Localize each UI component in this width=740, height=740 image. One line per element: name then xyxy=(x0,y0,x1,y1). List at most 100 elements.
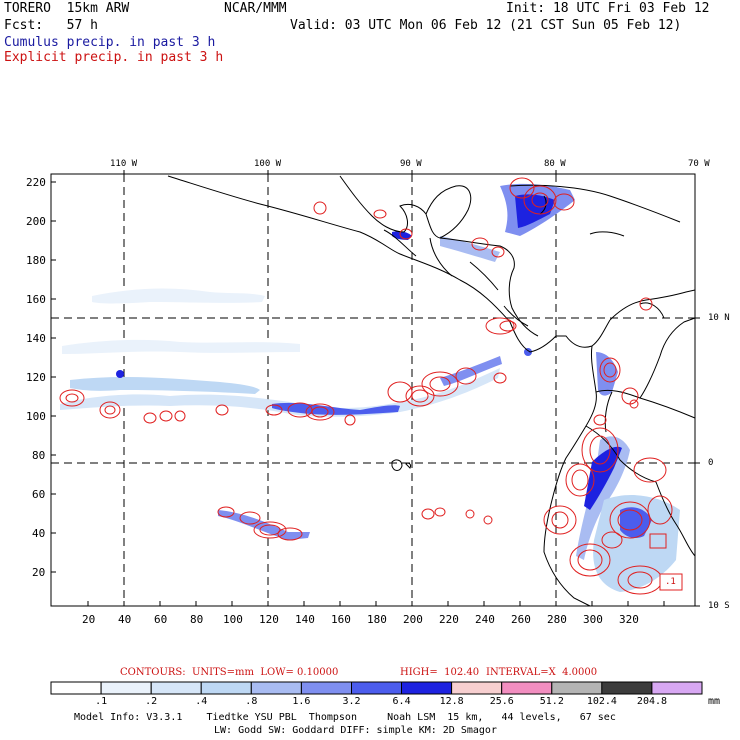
yucatan xyxy=(425,185,472,239)
colorbar-label: 3.2 xyxy=(342,696,361,707)
x-tick-260: 260 xyxy=(511,613,531,626)
lon-label-110w: 110 W xyxy=(110,159,138,169)
colorbar-units: mm xyxy=(708,696,721,707)
venezuela-coast xyxy=(609,289,696,321)
border-guatemala-honduras xyxy=(429,237,453,277)
x-tick-220: 220 xyxy=(439,613,459,626)
andes-core xyxy=(584,446,622,510)
cuba xyxy=(509,184,681,223)
gulf-cell xyxy=(392,231,412,240)
itcz-core xyxy=(272,402,400,415)
y-tick-100: 100 xyxy=(26,410,46,423)
colorbar-swatch xyxy=(401,681,453,695)
band-160 xyxy=(92,288,265,304)
legend-cumulus: Cumulus precip. in past 3 h xyxy=(4,35,216,50)
amazon-precip xyxy=(593,495,680,592)
x-tick-200: 200 xyxy=(403,613,423,626)
border-colombia-venezuela xyxy=(639,317,696,399)
y-tick-20: 20 xyxy=(32,566,46,579)
x-tick-60: 60 xyxy=(154,613,168,626)
colorbar-label: 25.6 xyxy=(489,696,514,707)
x-tick-140: 140 xyxy=(295,613,315,626)
colorbar-swatch xyxy=(351,681,403,695)
cuba-south xyxy=(539,195,547,215)
pacific-coast-central-america xyxy=(167,175,611,353)
colorbar-label: 12.8 xyxy=(439,696,464,707)
y-tick-120: 120 xyxy=(26,371,46,384)
colorbar-swatch xyxy=(300,681,352,695)
x-tick-180: 180 xyxy=(367,613,387,626)
colorbar-label: .4 xyxy=(195,696,208,707)
andes-band xyxy=(576,436,630,560)
map-frame xyxy=(50,173,696,607)
colorbar-label: 1.6 xyxy=(292,696,311,707)
contour-units: CONTOURS: UNITS=mm LOW= 0.10000 xyxy=(120,667,339,678)
physics-info: LW: Godd SW: Goddard DIFF: simple KM: 2D… xyxy=(214,725,497,736)
y-tick-220: 220 xyxy=(26,176,46,189)
y-tick-60: 60 xyxy=(32,488,46,501)
model-title: TORERO 15km ARW xyxy=(4,1,130,16)
colorbar-swatch xyxy=(150,681,202,695)
galapagos-santa-cruz xyxy=(405,462,411,469)
gulf-coast xyxy=(339,175,539,337)
colorbar-label: 51.2 xyxy=(539,696,564,707)
colorbar-swatch xyxy=(200,681,252,695)
colorbar-swatch xyxy=(601,681,653,695)
colorbar-label: .8 xyxy=(245,696,258,707)
y-tick-40: 40 xyxy=(32,527,46,540)
colorbar-label: .1 xyxy=(95,696,108,707)
colorbar-swatch xyxy=(501,681,553,695)
colorbar-label: 6.4 xyxy=(392,696,411,707)
y-tick-160: 160 xyxy=(26,293,46,306)
x-tick-320: 320 xyxy=(619,613,639,626)
honduras-precip xyxy=(440,236,500,262)
x-tick-120: 120 xyxy=(259,613,279,626)
lon-tick-marks xyxy=(123,170,700,607)
x-tick-240: 240 xyxy=(475,613,495,626)
colorbar xyxy=(50,681,703,695)
colorbar-swatch xyxy=(100,681,152,695)
border-nicaragua-costa-rica xyxy=(503,305,529,327)
south-america-pacific-coast xyxy=(543,345,597,607)
annotation-label: .1 xyxy=(665,577,676,587)
valid-time: Valid: 03 UTC Mon 06 Feb 12 (21 CST Sun … xyxy=(290,18,682,33)
galapagos-isabela xyxy=(391,459,403,471)
cell-west xyxy=(116,370,124,378)
panama-cell xyxy=(524,348,532,356)
contour-high: HIGH= 102.40 xyxy=(400,667,480,678)
band-115 xyxy=(70,376,260,394)
band-140 xyxy=(62,339,300,354)
x-tick-100: 100 xyxy=(223,613,243,626)
explicit-precip-contours xyxy=(59,177,673,595)
annotation-box xyxy=(659,573,683,591)
maracaibo xyxy=(639,302,665,319)
coastlines xyxy=(167,175,696,607)
colorbar-label: .2 xyxy=(145,696,158,707)
colorbar-label: 102.4 xyxy=(586,696,617,707)
x-tick-280: 280 xyxy=(547,613,567,626)
lon-label-100w: 100 W xyxy=(254,159,282,169)
x-tick-marks xyxy=(87,601,665,606)
y-tick-marks xyxy=(51,181,56,573)
cumulus-precip-shading xyxy=(60,183,680,592)
lon-label-90w: 90 W xyxy=(400,159,422,169)
x-tick-160: 160 xyxy=(331,613,351,626)
x-tick-300: 300 xyxy=(583,613,603,626)
border-honduras-nicaragua xyxy=(469,261,499,291)
caribbean-core xyxy=(515,194,555,228)
x-tick-40: 40 xyxy=(118,613,132,626)
colorbar-swatch xyxy=(551,681,603,695)
lon-label-70w: 70 W xyxy=(688,159,710,169)
lat-label-10n: 10 N xyxy=(708,313,730,323)
south-cell xyxy=(218,510,310,540)
model-info: Model Info: V3.3.1 Tiedtke YSU PBL Thomp… xyxy=(74,712,616,723)
y-tick-200: 200 xyxy=(26,215,46,228)
init-time: Init: 18 UTC Fri 03 Feb 12 xyxy=(506,1,710,16)
x-tick-80: 80 xyxy=(190,613,204,626)
colorbar-swatch xyxy=(651,681,703,695)
x-tick-20: 20 xyxy=(82,613,96,626)
forecast-hour: Fcst: 57 h xyxy=(4,18,98,33)
border-ecuador-peru xyxy=(585,425,657,483)
colorbar-swatch xyxy=(451,681,503,695)
